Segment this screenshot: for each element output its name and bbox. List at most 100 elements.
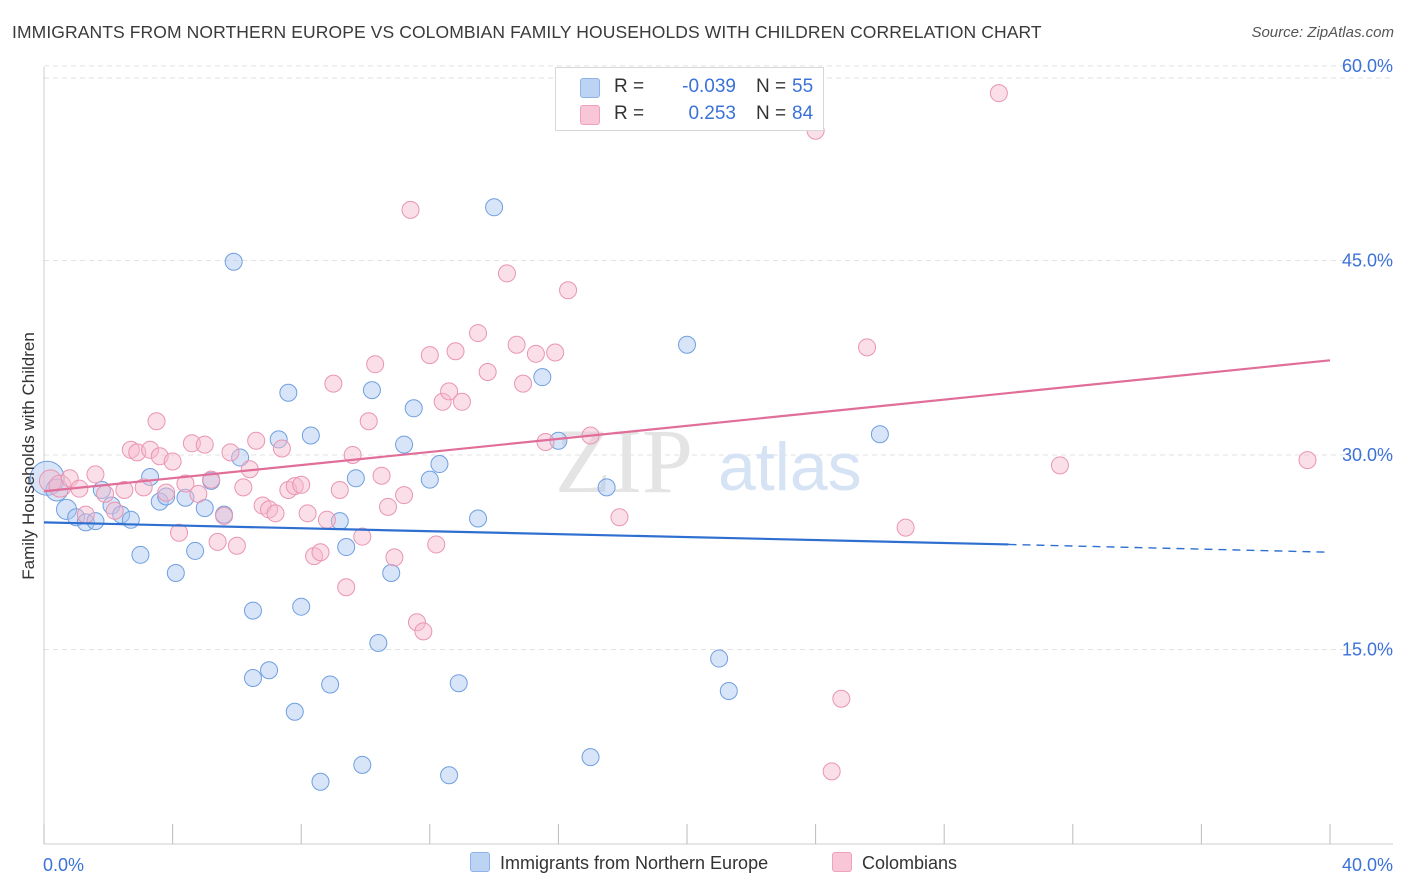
- point-immigrants-43: [440, 766, 459, 785]
- watermark: ZIP atlas: [555, 410, 862, 512]
- point-colombians-21: [195, 435, 214, 454]
- point-colombians-63: [497, 264, 516, 283]
- point-immigrants-41: [420, 470, 439, 489]
- stats-swatch-blue: [580, 78, 600, 98]
- n-value-colombians: 84: [792, 103, 814, 124]
- series-immigrants-points: [29, 198, 889, 791]
- source-credit: Source: ZipAtlas.com: [1251, 24, 1394, 41]
- chart-title: IMMIGRANTS FROM NORTHERN EUROPE VS COLOM…: [12, 22, 1042, 42]
- point-colombians-49: [379, 497, 398, 516]
- point-colombians-5: [86, 465, 105, 484]
- point-colombians-25: [221, 443, 240, 462]
- point-immigrants-44: [449, 674, 468, 693]
- r-value-colombians: 0.253: [688, 103, 736, 124]
- point-immigrants-16: [186, 541, 205, 560]
- point-immigrants-51: [678, 335, 696, 354]
- point-colombians-26: [227, 536, 246, 555]
- point-immigrants-27: [285, 702, 304, 721]
- legend-swatch-pink: [832, 852, 852, 872]
- watermark-zip: ZIP: [555, 410, 693, 512]
- point-colombians-33: [272, 439, 291, 458]
- point-immigrants-42: [430, 455, 449, 474]
- point-colombians-60: [452, 392, 471, 411]
- point-immigrants-50: [597, 478, 616, 497]
- point-colombians-13: [147, 412, 166, 431]
- point-colombians-50: [385, 548, 404, 567]
- point-immigrants-54: [870, 425, 889, 444]
- point-colombians-74: [832, 689, 851, 708]
- point-immigrants-35: [353, 755, 372, 774]
- x-tick-label-max: 40.0%: [1342, 855, 1393, 875]
- point-colombians-32: [266, 504, 285, 523]
- point-immigrants-31: [321, 675, 340, 694]
- point-colombians-42: [330, 480, 349, 499]
- point-colombians-19: [182, 434, 201, 453]
- point-colombians-8: [115, 480, 134, 499]
- point-colombians-37: [298, 504, 317, 523]
- legend-label-colombians: Colombians: [862, 853, 958, 873]
- point-colombians-61: [469, 324, 488, 343]
- point-immigrants-49: [581, 748, 600, 767]
- point-colombians-55: [420, 346, 439, 365]
- point-colombians-58: [440, 382, 459, 401]
- point-immigrants-36: [362, 381, 381, 400]
- trend-lines: [43, 359, 1331, 553]
- y-tick-label-1: 30.0%: [1342, 445, 1393, 465]
- stats-swatch-pink: [580, 105, 600, 125]
- point-colombians-51: [395, 486, 414, 505]
- point-colombians-16: [163, 452, 182, 471]
- r-label: R =: [614, 76, 645, 97]
- point-colombians-24: [215, 506, 234, 525]
- point-immigrants-30: [311, 772, 330, 791]
- point-immigrants-9: [121, 510, 140, 529]
- axes: [43, 67, 1393, 845]
- point-colombians-43: [337, 578, 356, 597]
- r-value-immigrants: -0.039: [682, 76, 736, 97]
- point-colombians-36: [292, 475, 311, 494]
- point-immigrants-7: [102, 496, 121, 515]
- point-colombians-76: [896, 518, 915, 537]
- legend-item-immigrants: Immigrants from Northern Europe: [470, 852, 768, 874]
- point-colombians-39: [311, 543, 330, 562]
- point-immigrants-21: [231, 448, 250, 467]
- point-immigrants-37: [369, 634, 388, 652]
- point-immigrants-20: [224, 252, 243, 271]
- legend-item-colombians: Colombians: [832, 852, 957, 874]
- point-immigrants-39: [395, 435, 414, 454]
- point-immigrants-29: [301, 426, 320, 445]
- n-label: N =: [756, 103, 787, 124]
- stats-legend: R = -0.039 N = 55 R = 0.253 N = 84: [555, 67, 824, 131]
- point-colombians-17: [170, 523, 189, 542]
- point-immigrants-52: [710, 649, 729, 668]
- point-colombians-48: [372, 466, 391, 485]
- point-immigrants-38: [382, 563, 401, 582]
- trend-immigrants-solid: [43, 521, 1009, 546]
- point-colombians-41: [324, 374, 343, 393]
- point-colombians-11: [134, 478, 153, 497]
- point-colombians-69: [559, 281, 578, 300]
- point-immigrants-28: [292, 597, 311, 616]
- point-colombians-67: [536, 433, 555, 451]
- n-value-immigrants: 55: [792, 76, 814, 97]
- point-colombians-71: [610, 508, 629, 527]
- point-colombians-75: [858, 338, 877, 357]
- point-immigrants-33: [337, 538, 356, 557]
- point-immigrants-45: [469, 509, 488, 528]
- trend-immigrants-dashed: [1008, 543, 1331, 553]
- point-colombians-64: [507, 335, 526, 354]
- point-colombians-6: [96, 484, 115, 503]
- point-colombians-15: [157, 483, 176, 502]
- point-colombians-73: [822, 762, 841, 781]
- point-immigrants-47: [533, 368, 552, 387]
- point-colombians-56: [427, 535, 446, 554]
- point-colombians-53: [407, 613, 426, 632]
- point-immigrants-34: [346, 469, 365, 488]
- point-immigrants-46: [485, 198, 504, 217]
- point-colombians-77: [989, 84, 1008, 103]
- y-axis-label: Family Households with Children: [19, 332, 38, 580]
- x-tick-label-min: 0.0%: [43, 855, 84, 875]
- y-tick-label-2: 45.0%: [1342, 250, 1393, 270]
- point-colombians-40: [317, 510, 336, 529]
- trend-colombians: [43, 359, 1331, 493]
